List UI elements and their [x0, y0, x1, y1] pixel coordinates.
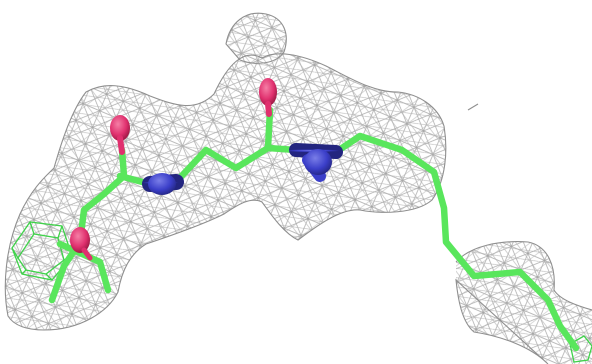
nitrogen-atom-2: [304, 149, 332, 175]
oxygen-atoms: [70, 78, 277, 261]
oxygen-atom-3: [70, 227, 90, 253]
nitrogen-atoms: [142, 143, 343, 195]
nitrogen-atom-1: [148, 173, 176, 195]
carbon-backbone: [48, 106, 580, 352]
oxygen-atom-1: [110, 115, 130, 141]
oxygen-atom-2: [259, 78, 277, 106]
